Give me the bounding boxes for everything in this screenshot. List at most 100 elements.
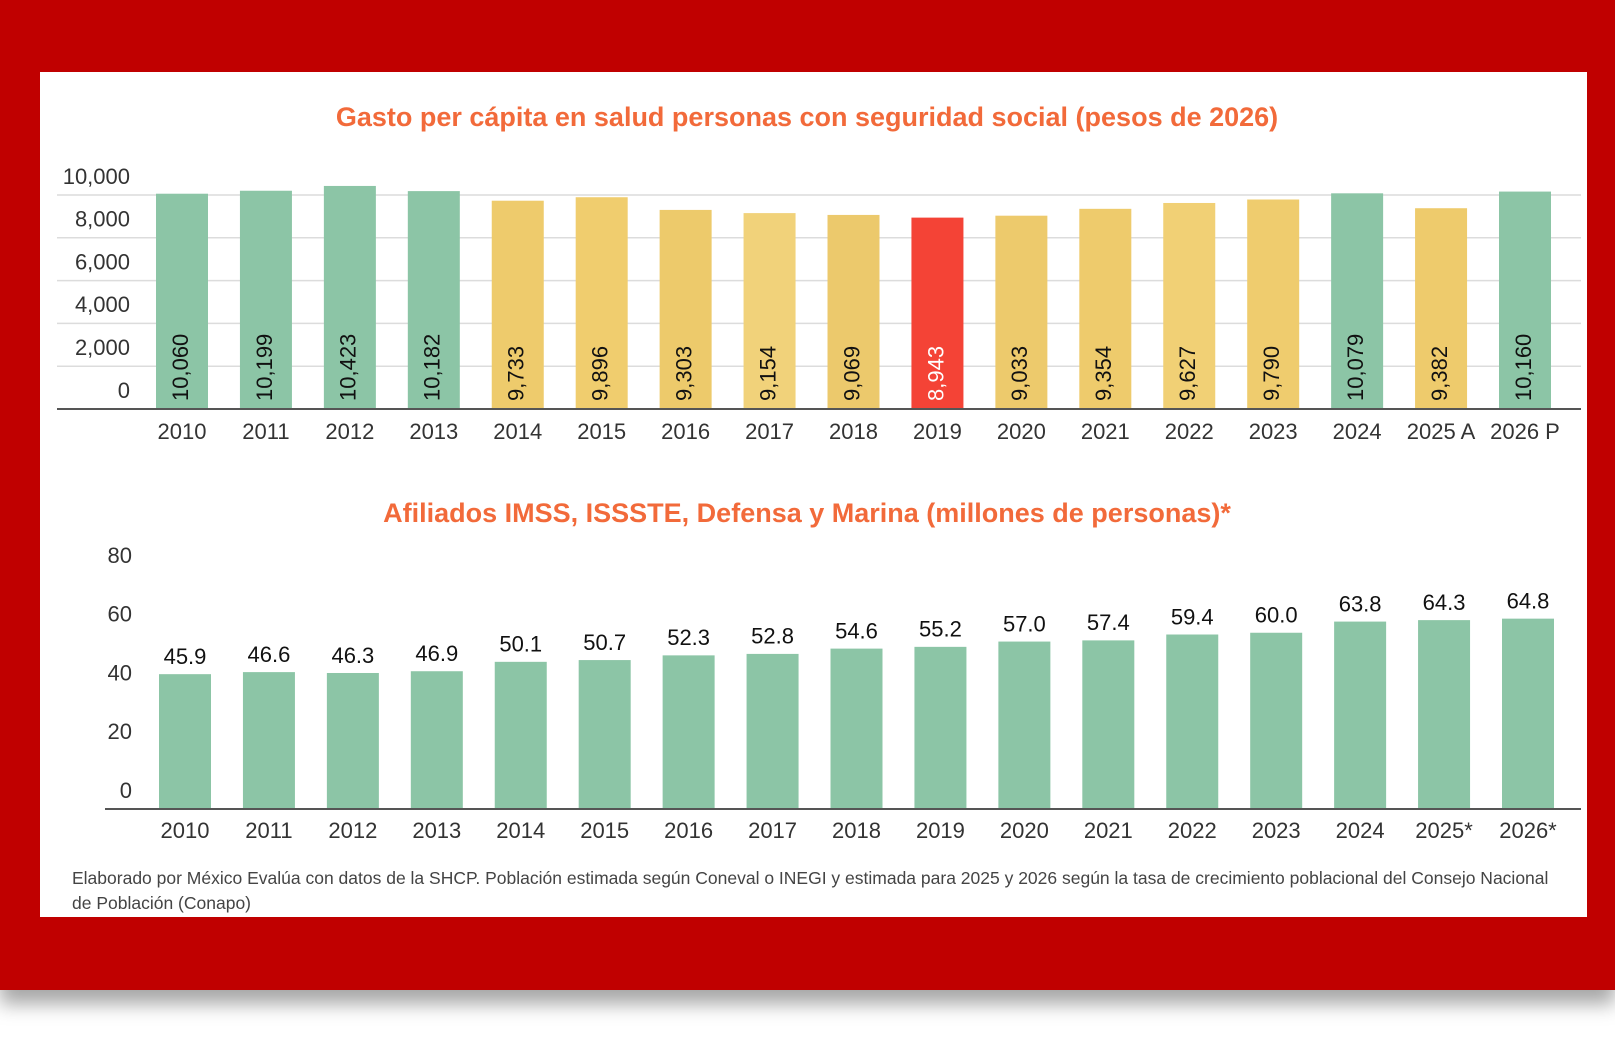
x-tick-label: 2021: [1084, 818, 1133, 843]
x-tick-label: 2019: [916, 818, 965, 843]
y-tick-label: 80: [108, 543, 132, 568]
value-label: 55.2: [919, 617, 962, 642]
bar: [1331, 193, 1384, 409]
value-label: 9,733: [504, 346, 529, 401]
x-tick-label: 2015: [580, 818, 629, 843]
bar: [1079, 208, 1132, 409]
bar: [575, 197, 628, 409]
y-tick-label: 40: [108, 660, 132, 685]
value-label: 46.6: [248, 642, 291, 667]
x-tick-label: 2017: [745, 419, 794, 444]
value-label: 10,060: [168, 334, 193, 401]
bar: [914, 646, 967, 809]
x-tick-label: 2020: [1000, 818, 1049, 843]
bar: [1250, 632, 1303, 809]
bar: [995, 215, 1048, 409]
x-tick-label: 2022: [1165, 419, 1214, 444]
x-tick-label: 2023: [1249, 419, 1298, 444]
x-tick-label: 2016: [661, 419, 710, 444]
value-label: 10,160: [1511, 334, 1536, 401]
x-tick-label: 2011: [245, 818, 292, 843]
bar: [156, 193, 208, 409]
value-label: 57.4: [1087, 610, 1130, 635]
value-label: 8,943: [923, 346, 948, 401]
bar: [578, 660, 631, 809]
chart-title: Afiliados IMSS, ISSSTE, Defensa y Marina…: [383, 498, 1231, 528]
x-tick-label: 2019: [913, 419, 962, 444]
value-label: 59.4: [1171, 604, 1214, 629]
x-tick-label: 2020: [997, 419, 1046, 444]
value-label: 10,423: [336, 334, 361, 401]
value-label: 54.6: [835, 618, 878, 643]
value-label: 50.1: [499, 632, 542, 657]
value-label: 45.9: [164, 644, 207, 669]
x-tick-label: 2012: [325, 419, 374, 444]
y-tick-label: 8,000: [75, 207, 130, 232]
y-tick-label: 20: [108, 719, 132, 744]
x-tick-label: 2023: [1252, 818, 1301, 843]
value-label: 46.9: [415, 641, 458, 666]
bar: [242, 672, 295, 809]
bar: [1418, 620, 1471, 809]
y-tick-label: 10,000: [63, 164, 130, 189]
y-tick-label: 4,000: [75, 292, 130, 317]
value-label: 9,069: [839, 346, 864, 401]
bar: [1166, 634, 1219, 809]
x-tick-label: 2026 P: [1490, 419, 1560, 444]
value-label: 9,790: [1259, 346, 1284, 401]
x-tick-label: 2018: [829, 419, 878, 444]
x-tick-label: 2024: [1336, 818, 1385, 843]
x-tick-label: 2025*: [1415, 818, 1473, 843]
value-label: 9,033: [1007, 346, 1032, 401]
x-tick-label: 2017: [748, 818, 797, 843]
value-label: 57.0: [1003, 611, 1046, 636]
bar: [911, 217, 964, 409]
bar: [1163, 202, 1216, 409]
y-tick-label: 2,000: [75, 335, 130, 360]
x-tick-label: 2015: [577, 419, 626, 444]
value-label: 63.8: [1339, 591, 1382, 616]
value-label: 64.8: [1507, 588, 1550, 613]
value-label: 46.3: [331, 643, 374, 668]
value-label: 9,627: [1175, 346, 1200, 401]
x-tick-label: 2010: [161, 818, 210, 843]
x-tick-label: 2018: [832, 818, 881, 843]
bar: [491, 200, 544, 409]
bar: [1247, 199, 1300, 409]
bar: [743, 213, 796, 409]
bar: [159, 674, 211, 809]
bar: [410, 671, 463, 809]
bar: [494, 661, 547, 809]
bar: [239, 190, 292, 409]
chart-title: Gasto per cápita en salud personas con s…: [336, 102, 1278, 132]
value-label: 10,079: [1343, 334, 1368, 401]
value-label: 9,154: [755, 346, 780, 401]
value-label: 60.0: [1255, 603, 1298, 628]
bar: [326, 672, 379, 809]
value-label: 50.7: [583, 630, 626, 655]
value-label: 52.3: [667, 625, 710, 650]
x-tick-label: 2013: [409, 419, 458, 444]
bar: [1334, 621, 1387, 809]
bar: [659, 209, 712, 409]
bar: [1499, 191, 1551, 409]
x-tick-label: 2026*: [1499, 818, 1557, 843]
value-label: 64.3: [1423, 590, 1466, 615]
value-label: 9,896: [588, 346, 613, 401]
value-label: 52.8: [751, 624, 794, 649]
x-tick-label: 2025 A: [1407, 419, 1476, 444]
x-tick-label: 2021: [1081, 419, 1130, 444]
x-tick-label: 2024: [1333, 419, 1382, 444]
x-tick-label: 2012: [328, 818, 377, 843]
x-tick-label: 2013: [412, 818, 461, 843]
bar: [1082, 640, 1135, 809]
bar: [1415, 208, 1468, 409]
value-label: 9,382: [1427, 346, 1452, 401]
bar: [746, 653, 799, 809]
y-tick-label: 6,000: [75, 249, 130, 274]
x-tick-label: 2010: [158, 419, 207, 444]
bar: [827, 214, 880, 409]
y-tick-label: 0: [118, 378, 130, 403]
value-label: 9,303: [671, 346, 696, 401]
